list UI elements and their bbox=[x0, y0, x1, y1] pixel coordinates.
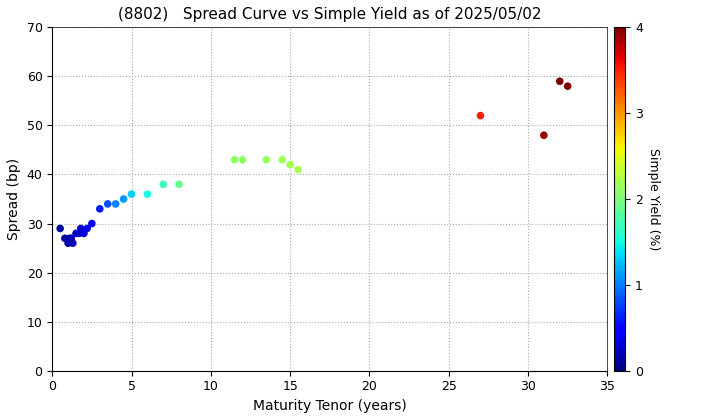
Point bbox=[276, 156, 288, 163]
Point bbox=[66, 235, 77, 242]
Point bbox=[86, 220, 98, 227]
Point bbox=[55, 225, 66, 232]
Y-axis label: Simple Yield (%): Simple Yield (%) bbox=[647, 148, 660, 250]
Point bbox=[94, 205, 106, 212]
Point bbox=[64, 235, 76, 242]
Point bbox=[237, 156, 248, 163]
Point bbox=[292, 166, 304, 173]
Point bbox=[261, 156, 272, 163]
Point bbox=[75, 225, 86, 232]
Point bbox=[71, 230, 82, 237]
Point bbox=[474, 112, 486, 119]
Point bbox=[73, 230, 85, 237]
Point bbox=[78, 230, 90, 237]
Point bbox=[118, 196, 130, 202]
Title: (8802)   Spread Curve vs Simple Yield as of 2025/05/02: (8802) Spread Curve vs Simple Yield as o… bbox=[118, 7, 541, 22]
Point bbox=[158, 181, 169, 188]
Y-axis label: Spread (bp): Spread (bp) bbox=[7, 158, 21, 240]
Point bbox=[554, 78, 565, 84]
Point bbox=[174, 181, 185, 188]
Point bbox=[538, 132, 549, 139]
Point bbox=[81, 225, 93, 232]
X-axis label: Maturity Tenor (years): Maturity Tenor (years) bbox=[253, 399, 407, 413]
Point bbox=[284, 161, 296, 168]
Point bbox=[59, 235, 71, 242]
Point bbox=[126, 191, 138, 197]
Point bbox=[562, 83, 573, 89]
Point bbox=[67, 240, 78, 247]
Point bbox=[142, 191, 153, 197]
Point bbox=[110, 201, 122, 207]
Point bbox=[63, 240, 74, 247]
Point bbox=[102, 201, 114, 207]
Point bbox=[229, 156, 240, 163]
